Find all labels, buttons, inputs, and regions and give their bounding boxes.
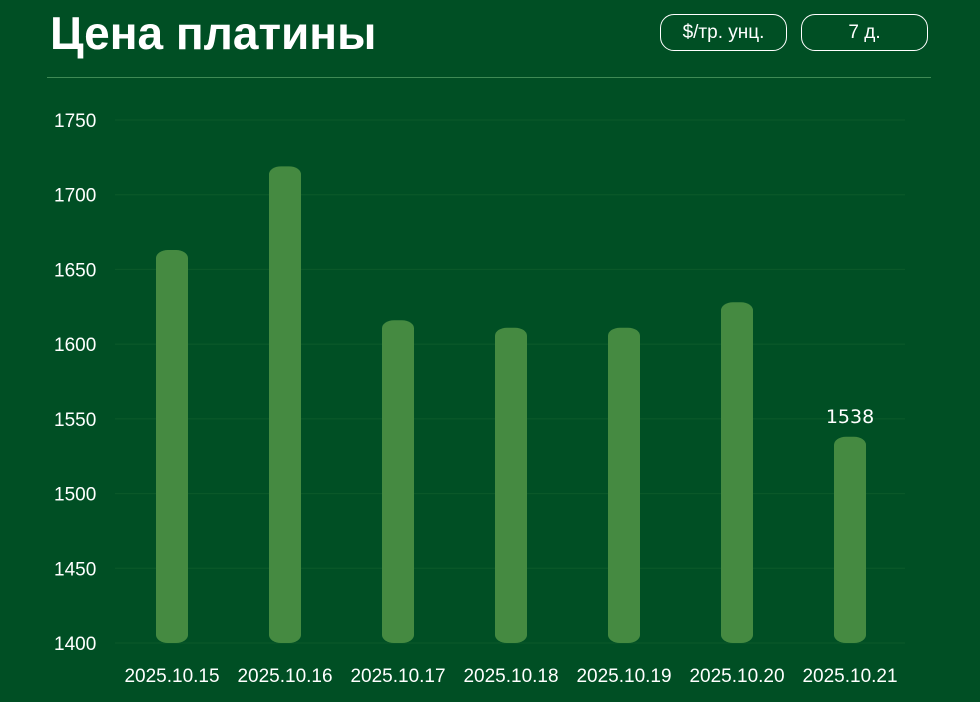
bar[interactable]: [382, 320, 414, 643]
x-axis-ticks: 2025.10.15 2025.10.16 2025.10.17 2025.10.18…: [124, 666, 897, 687]
bar-value-label: 1538: [826, 406, 874, 428]
x-tick-label: 2025.10.18: [463, 666, 558, 687]
bar[interactable]: [721, 302, 753, 643]
x-tick-label: 2025.10.21: [802, 666, 897, 687]
x-tick-label: 2025.10.17: [350, 666, 445, 687]
y-tick-label: 1500: [54, 485, 96, 506]
bar[interactable]: [269, 166, 301, 643]
bar[interactable]: [834, 436, 866, 643]
bars: [156, 166, 866, 643]
y-tick-label: 1650: [54, 260, 96, 281]
unit-button[interactable]: $/тр. унц.: [660, 14, 787, 51]
page-title: Цена платины: [50, 7, 377, 59]
x-tick-label: 2025.10.15: [124, 666, 219, 687]
x-tick-label: 2025.10.16: [237, 666, 332, 687]
bar[interactable]: [156, 250, 188, 643]
data-labels: 1538: [826, 406, 874, 428]
y-tick-label: 1600: [54, 335, 96, 356]
y-tick-label: 1450: [54, 559, 96, 580]
x-tick-label: 2025.10.19: [576, 666, 671, 687]
bar[interactable]: [608, 327, 640, 643]
y-tick-label: 1400: [54, 634, 96, 655]
y-axis-ticks: 1400 1450 1500 1550 1600 1650 1700 1750: [54, 111, 96, 655]
y-tick-label: 1750: [54, 111, 96, 132]
range-button[interactable]: 7 д.: [801, 14, 928, 51]
x-tick-label: 2025.10.20: [689, 666, 784, 687]
y-tick-label: 1700: [54, 186, 96, 207]
y-tick-label: 1550: [54, 410, 96, 431]
header-divider: [47, 77, 931, 78]
bar[interactable]: [495, 327, 527, 643]
